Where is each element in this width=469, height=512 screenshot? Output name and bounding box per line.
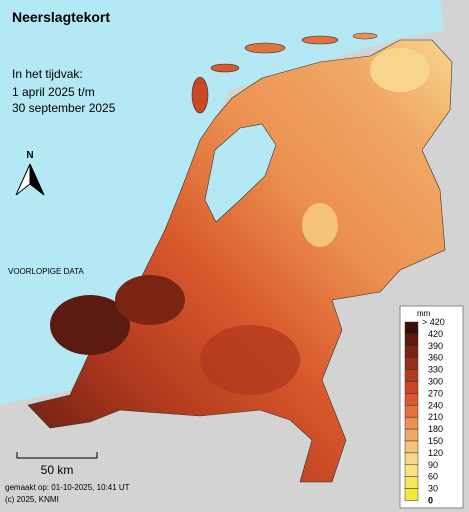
period-line: In het tijdvak: [12, 67, 83, 81]
island [244, 42, 286, 54]
legend-swatch [404, 333, 419, 347]
scale-label: 50 km [41, 463, 74, 477]
legend-label: 270 [428, 388, 443, 398]
legend-swatch [404, 488, 419, 501]
rain-zone [50, 295, 130, 355]
rain-zone [370, 48, 430, 92]
legend-swatch [404, 345, 419, 358]
legend-label: 90 [428, 460, 438, 470]
legend-swatch [404, 452, 419, 466]
north-label: N [26, 150, 33, 161]
legend-swatch [404, 464, 419, 477]
island [301, 35, 339, 45]
legend-label: 420 [428, 329, 443, 339]
legend-label: 360 [428, 353, 443, 363]
island [210, 63, 240, 73]
legend-label: 180 [428, 424, 443, 434]
legend-swatch [404, 357, 419, 370]
legend-label: 210 [428, 412, 443, 422]
legend-label: 300 [428, 377, 443, 387]
legend-label: > 420 [422, 317, 445, 327]
legend-swatch [404, 393, 419, 406]
legend-swatch [404, 476, 419, 489]
title: Neerslagtekort [12, 9, 110, 25]
north-arrow [29, 163, 45, 196]
island [191, 76, 209, 114]
period-line: 30 september 2025 [12, 101, 116, 115]
footer-line: gemaakt op: 01-10-2025, 10:41 UT [5, 483, 130, 492]
netherlands [27, 32, 453, 483]
legend-swatch [404, 416, 419, 430]
rain-zone [200, 325, 300, 395]
legend-label: 240 [428, 400, 443, 410]
rain-zone [115, 275, 185, 325]
notice: VOORLOPIGE DATA [8, 267, 84, 276]
legend-label: 330 [428, 365, 443, 375]
period-line: 1 april 2025 t/m [12, 85, 95, 99]
legend-label: 0 [428, 496, 433, 506]
legend-label: 30 [428, 484, 438, 494]
footer-line: (c) 2025, KNMI [5, 495, 59, 504]
rain-zone [302, 203, 338, 247]
legend-unit: mm [417, 309, 431, 318]
legend-label: 150 [428, 436, 443, 446]
legend-swatch [404, 321, 419, 335]
legend: > 42042039036033030027024021018015012090… [404, 317, 445, 506]
legend-swatch [404, 381, 419, 394]
island [352, 32, 378, 40]
ijsselmeer [204, 123, 277, 223]
legend-label: 120 [428, 448, 443, 458]
nl-land [27, 39, 453, 483]
legend-label: 60 [428, 472, 438, 482]
legend-label: 390 [428, 341, 443, 351]
legend-swatch [404, 440, 419, 454]
scale-bar [16, 452, 98, 459]
legend-swatch [404, 405, 419, 418]
legend-swatch [404, 369, 419, 382]
legend-swatch [404, 428, 419, 442]
